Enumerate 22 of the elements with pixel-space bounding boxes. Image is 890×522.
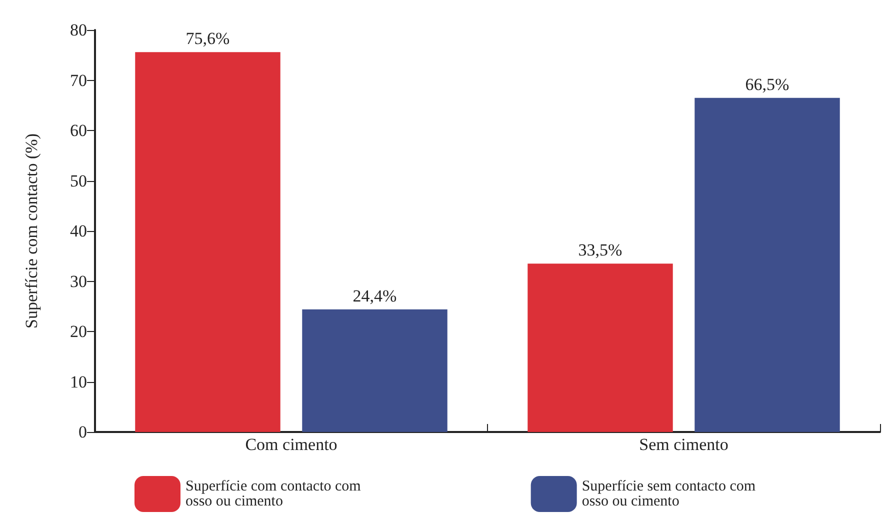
- y-tick-label: 0: [78, 422, 87, 442]
- y-tick-label: 60: [70, 121, 87, 140]
- data-label: 24,4%: [352, 286, 397, 306]
- y-tick-label: 40: [70, 222, 87, 240]
- bar: [528, 264, 673, 432]
- data-label: 66,5%: [745, 74, 790, 94]
- data-label: 33,5%: [578, 240, 622, 260]
- y-tick-label: 20: [70, 322, 87, 341]
- x-tick-label: Com cimento: [245, 435, 338, 454]
- y-tick-label: 70: [70, 70, 87, 90]
- bar: [135, 52, 280, 432]
- y-tick-label: 10: [70, 372, 87, 392]
- bar: [694, 98, 840, 432]
- legend-label: Superfície com contacto com osso ou cimento: [185, 478, 362, 510]
- x-tick-label: Sem cimento: [639, 435, 728, 454]
- y-tick-label: 80: [70, 20, 87, 40]
- data-label: 75,6%: [186, 29, 230, 48]
- y-tick-label: 30: [70, 272, 87, 291]
- legend-label: Superfície sem contacto com osso ou cimento: [582, 478, 756, 510]
- y-tick-label: 50: [70, 171, 87, 190]
- y-axis-title: Superfície com contacto (%): [22, 134, 41, 328]
- bar: [302, 309, 448, 432]
